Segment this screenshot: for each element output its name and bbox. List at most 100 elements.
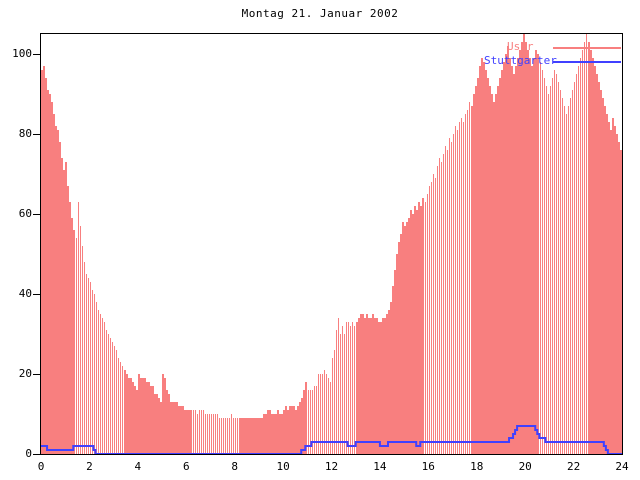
bar bbox=[349, 326, 352, 454]
bar bbox=[89, 282, 92, 454]
bar bbox=[351, 322, 354, 454]
bar bbox=[460, 118, 463, 454]
legend-label-user: User bbox=[507, 40, 534, 53]
bar bbox=[380, 322, 382, 454]
bar bbox=[436, 166, 439, 454]
bar bbox=[293, 406, 295, 454]
x-tick-label: 24 bbox=[615, 460, 629, 473]
bar bbox=[523, 34, 525, 454]
bar bbox=[414, 206, 416, 454]
bar bbox=[251, 418, 253, 454]
bar bbox=[376, 318, 378, 454]
bar bbox=[182, 406, 184, 454]
bar bbox=[533, 58, 536, 454]
bar bbox=[587, 42, 590, 454]
bar bbox=[604, 106, 606, 454]
bar bbox=[557, 82, 560, 454]
bar bbox=[138, 374, 140, 454]
bar bbox=[131, 382, 134, 454]
bar bbox=[363, 318, 366, 454]
bar bbox=[87, 278, 90, 454]
bar bbox=[65, 162, 67, 454]
bar bbox=[595, 74, 598, 454]
bar bbox=[565, 114, 568, 454]
bar bbox=[105, 330, 108, 454]
bar bbox=[319, 374, 322, 454]
bar bbox=[321, 374, 324, 454]
bar bbox=[591, 58, 594, 454]
bar bbox=[341, 326, 344, 454]
bar bbox=[478, 66, 481, 454]
bar bbox=[103, 322, 106, 454]
bar bbox=[115, 350, 118, 454]
bar bbox=[279, 414, 281, 454]
bar bbox=[204, 414, 207, 454]
bar bbox=[491, 94, 493, 454]
x-tick-label: 10 bbox=[276, 460, 290, 473]
bar bbox=[121, 366, 124, 454]
y-tick bbox=[33, 54, 40, 55]
bar bbox=[295, 410, 297, 454]
bar bbox=[123, 370, 126, 454]
bar bbox=[541, 70, 544, 454]
bar bbox=[43, 66, 45, 454]
bar bbox=[612, 118, 614, 454]
plot-inner bbox=[41, 34, 622, 454]
bar bbox=[454, 126, 457, 454]
x-tick-label: 14 bbox=[373, 460, 387, 473]
bar bbox=[109, 338, 112, 454]
bar bbox=[589, 50, 592, 454]
bar bbox=[242, 418, 245, 454]
bar bbox=[186, 410, 189, 454]
bar bbox=[146, 382, 148, 454]
bar bbox=[357, 318, 360, 454]
y-tick-label: 20 bbox=[18, 367, 32, 380]
bar bbox=[142, 378, 144, 454]
bar bbox=[129, 378, 132, 454]
bar bbox=[470, 106, 473, 454]
bar bbox=[289, 406, 291, 454]
bar bbox=[452, 134, 455, 454]
bar bbox=[509, 58, 511, 454]
bar bbox=[608, 122, 610, 454]
bar bbox=[616, 134, 618, 454]
bar bbox=[307, 390, 310, 454]
bar bbox=[134, 386, 136, 454]
bar bbox=[559, 90, 562, 454]
bar bbox=[442, 154, 445, 454]
bar bbox=[190, 410, 193, 454]
bar bbox=[297, 406, 299, 454]
bar bbox=[285, 406, 287, 454]
bar bbox=[202, 410, 205, 454]
bar bbox=[277, 410, 279, 454]
bar bbox=[206, 414, 209, 454]
legend-swatch-stuttgarter bbox=[553, 61, 621, 63]
bar bbox=[620, 150, 622, 454]
bar bbox=[569, 98, 572, 454]
bar bbox=[418, 202, 421, 454]
bar bbox=[95, 302, 98, 454]
bar bbox=[226, 418, 229, 454]
bar bbox=[127, 378, 130, 454]
y-tick bbox=[33, 454, 40, 455]
bar bbox=[462, 122, 465, 454]
bar bbox=[458, 122, 461, 454]
bar bbox=[372, 314, 374, 454]
bar bbox=[79, 226, 82, 454]
bar bbox=[117, 358, 120, 454]
bar bbox=[309, 390, 312, 454]
bar bbox=[232, 418, 235, 454]
bar bbox=[535, 50, 538, 454]
bar bbox=[81, 246, 84, 454]
bar bbox=[561, 98, 564, 454]
bar bbox=[255, 418, 257, 454]
bar bbox=[59, 142, 61, 454]
bar bbox=[99, 314, 102, 454]
bar bbox=[311, 390, 314, 454]
bar bbox=[466, 110, 469, 454]
bar bbox=[327, 378, 330, 454]
bar bbox=[539, 62, 542, 454]
bar bbox=[430, 182, 433, 454]
bar bbox=[73, 230, 76, 454]
legend-label-stuttgarter: Stuttgarter bbox=[484, 54, 557, 67]
